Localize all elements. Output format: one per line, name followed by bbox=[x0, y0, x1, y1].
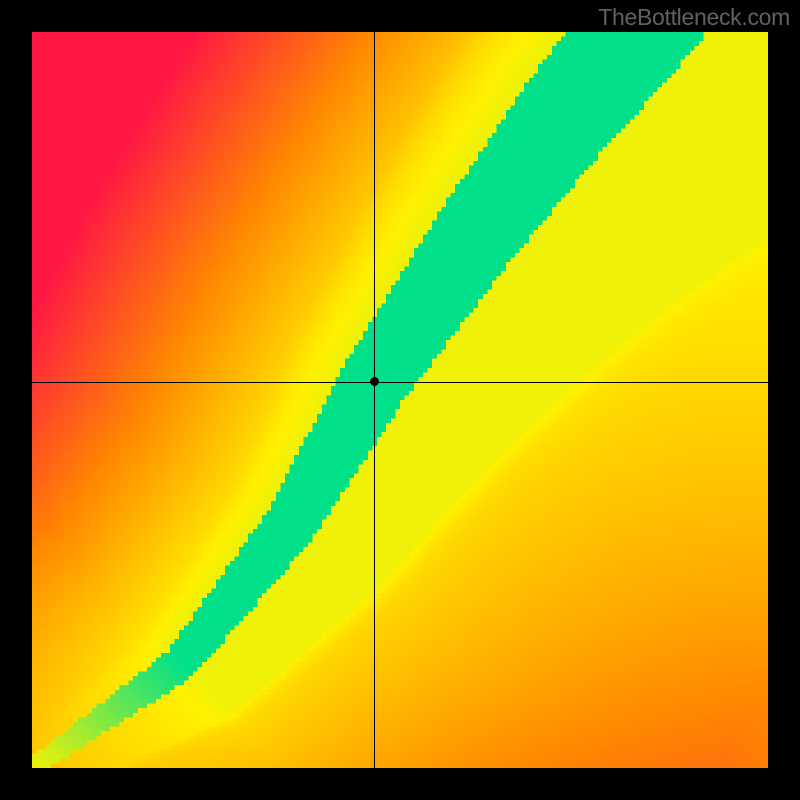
heatmap-canvas bbox=[32, 32, 768, 768]
crosshair-horizontal bbox=[32, 382, 768, 383]
crosshair-vertical bbox=[374, 32, 375, 768]
crosshair-marker bbox=[370, 377, 379, 386]
watermark-text: TheBottleneck.com bbox=[598, 4, 790, 31]
heatmap-plot-area bbox=[32, 32, 768, 768]
figure-frame: TheBottleneck.com bbox=[0, 0, 800, 800]
